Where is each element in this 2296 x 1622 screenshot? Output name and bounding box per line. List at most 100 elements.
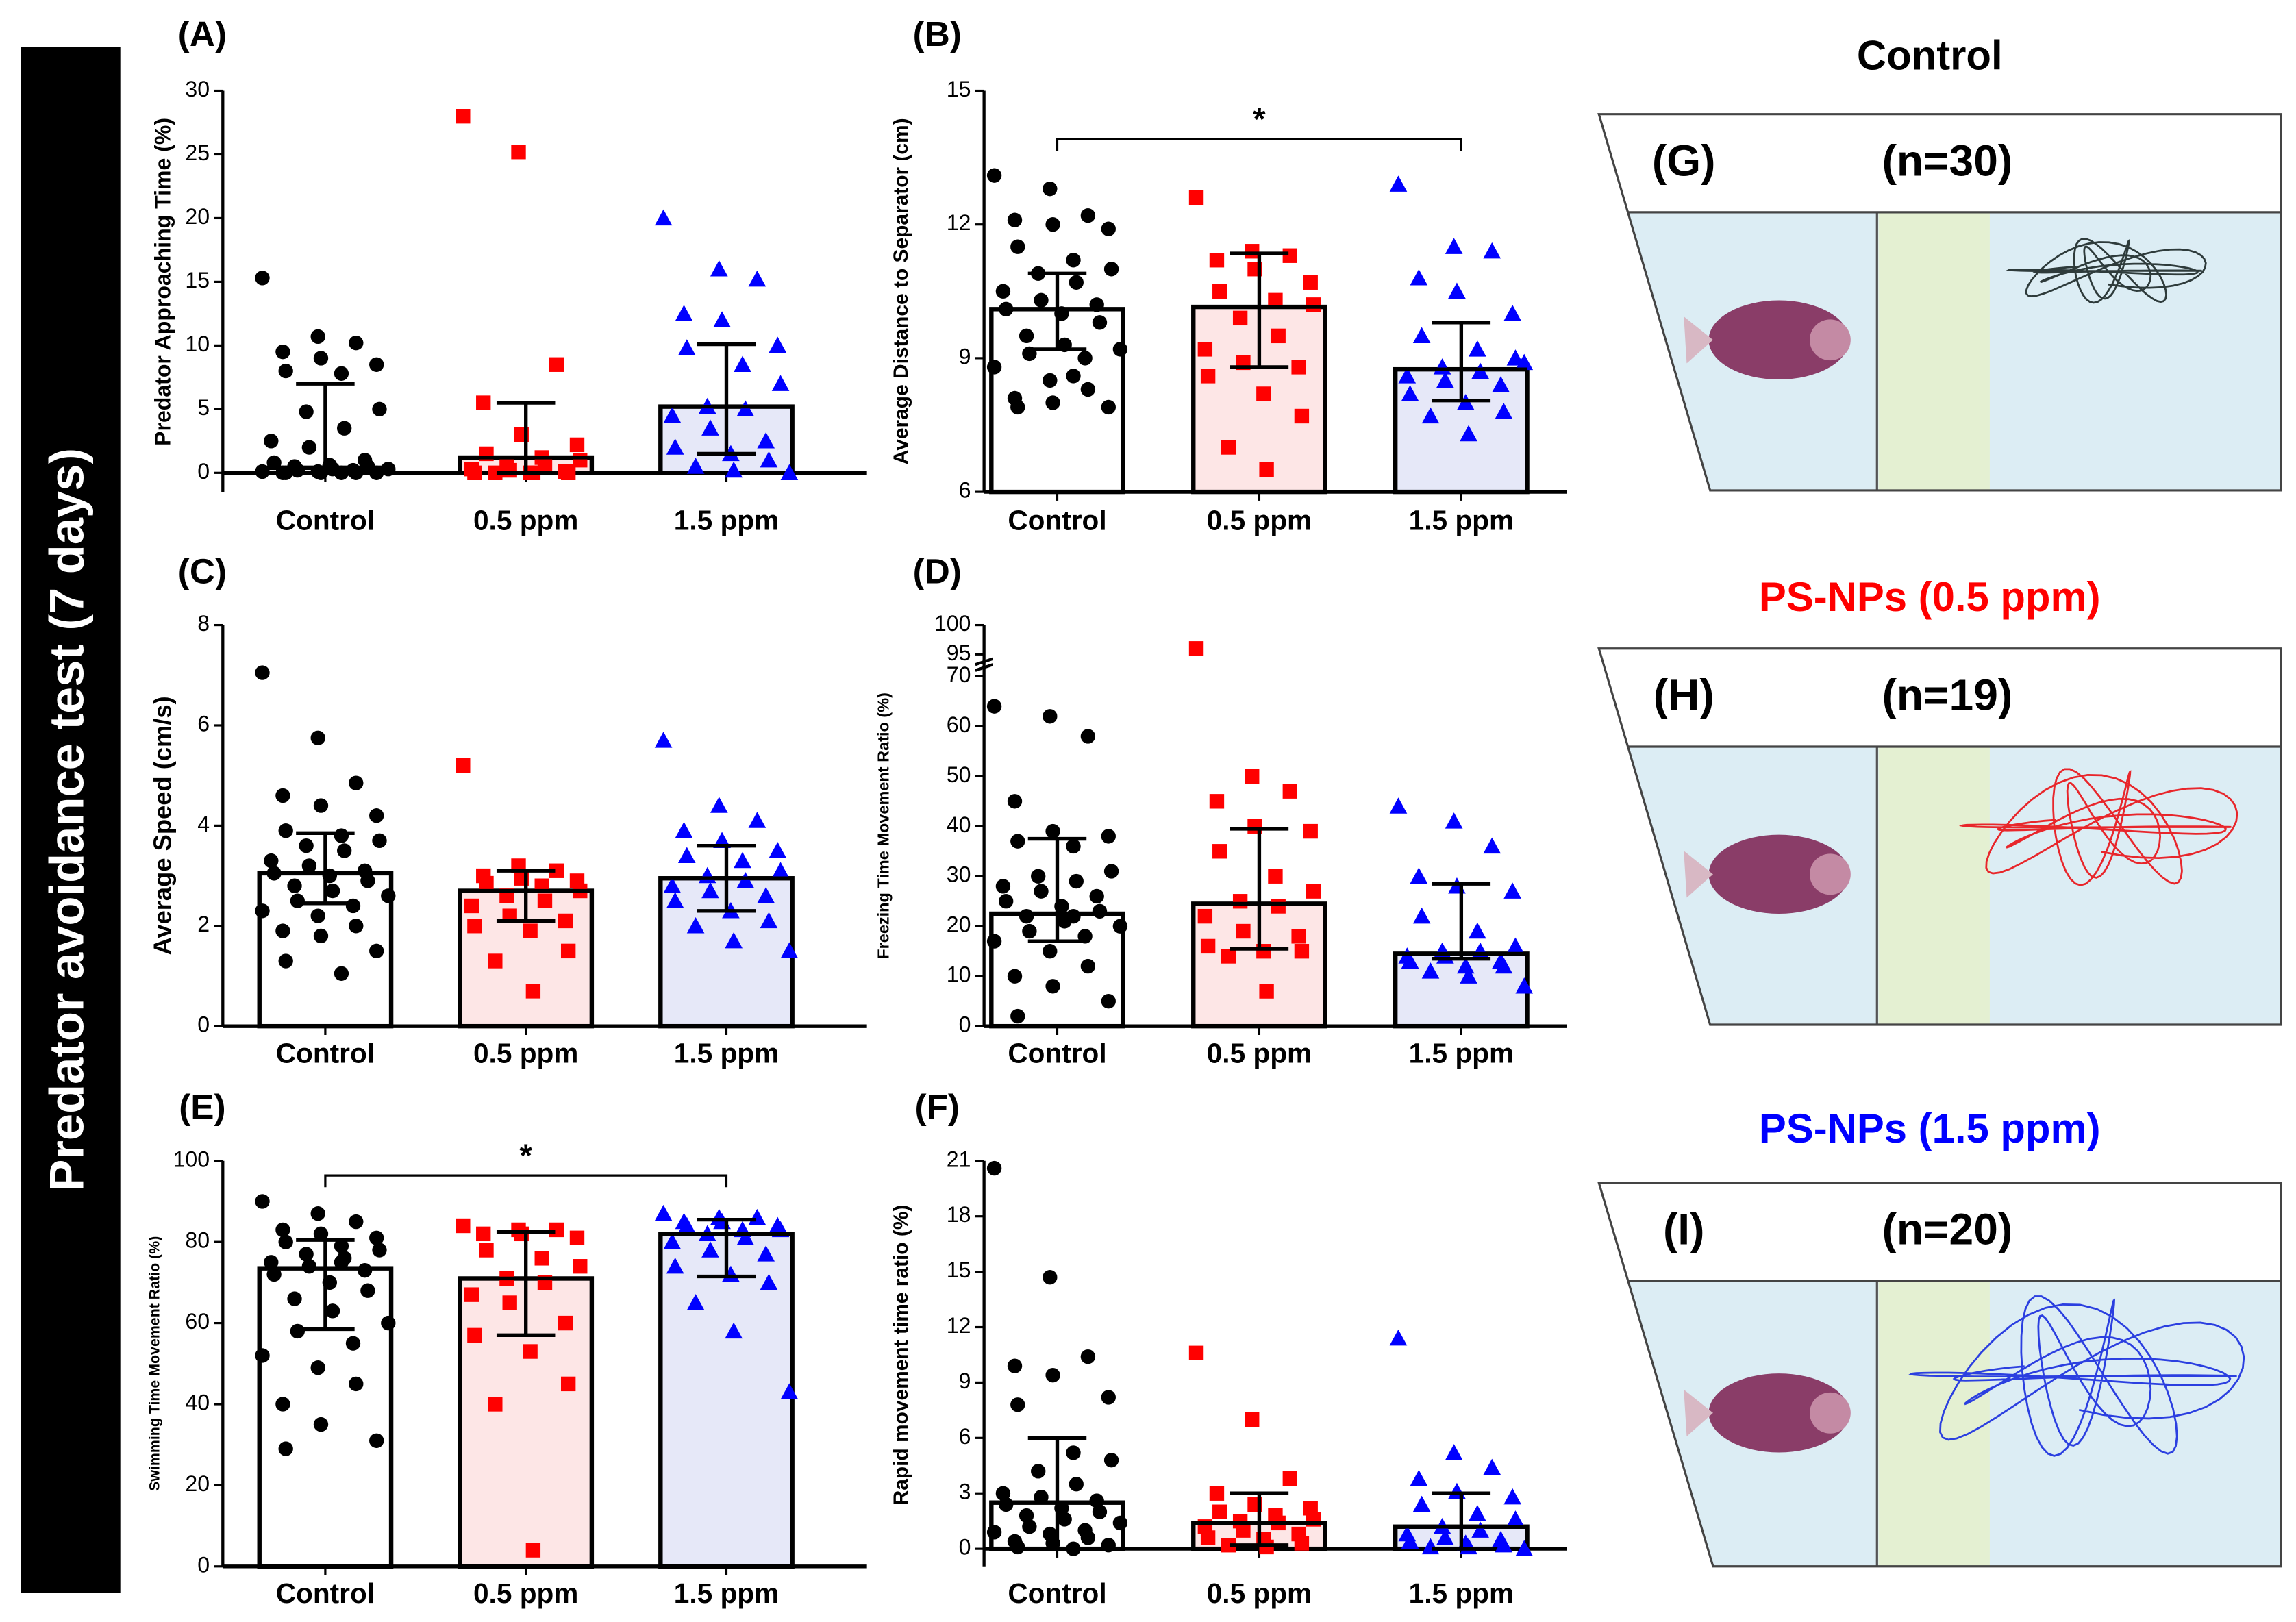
data-point: [1043, 944, 1058, 959]
data-point: [1503, 305, 1521, 321]
data-point: [1101, 993, 1116, 1009]
data-point: [1212, 1504, 1227, 1519]
data-point: [1043, 181, 1058, 197]
data-point: [1212, 844, 1227, 859]
data-point: [456, 758, 471, 773]
y-tick-label: 95: [947, 640, 971, 665]
y-tick-label: 10: [185, 332, 210, 356]
y-axis-label: Swimming Time Movement Ratio (%): [147, 1236, 163, 1491]
data-point: [275, 344, 290, 360]
data-point: [523, 923, 538, 938]
data-point: [275, 923, 290, 938]
data-point: [534, 1251, 549, 1266]
data-point: [349, 335, 364, 351]
x-tick-label: 1.5 ppm: [1409, 1038, 1514, 1069]
y-axis-label: Predator Approaching Time (%): [150, 118, 175, 446]
data-point: [1445, 1444, 1463, 1460]
data-point: [734, 355, 751, 372]
data-point: [1080, 1530, 1096, 1545]
data-point: [1045, 823, 1060, 839]
data-point: [1236, 1523, 1251, 1538]
data-point: [1282, 784, 1297, 799]
data-point: [301, 858, 317, 873]
x-tick-label: Control: [1008, 505, 1106, 536]
data-point: [1401, 952, 1419, 969]
y-axis-label: Freezing Time Movement Ratio (%): [875, 693, 893, 959]
data-point: [1483, 1458, 1501, 1475]
data-point: [725, 1322, 743, 1339]
data-point: [1200, 369, 1216, 384]
y-tick-label: 12: [947, 1313, 971, 1338]
data-point: [1492, 376, 1510, 392]
data-point: [1209, 794, 1225, 809]
y-axis-label: Average Speed (cm/s): [148, 696, 176, 955]
data-point: [313, 1417, 329, 1432]
data-point: [1007, 969, 1023, 984]
significance-bracket: [1056, 138, 1462, 151]
error-bar: [1193, 827, 1325, 951]
data-point: [713, 311, 731, 327]
data-point: [264, 1255, 279, 1270]
data-point: [1010, 399, 1025, 415]
y-tick-label: 6: [959, 1424, 971, 1449]
error-bar: [460, 869, 592, 923]
data-point: [299, 404, 314, 419]
error-bar: [259, 1238, 392, 1332]
data-point: [1197, 342, 1213, 357]
error-bar: [991, 271, 1123, 351]
data-point: [1401, 385, 1419, 401]
data-point: [757, 1245, 775, 1262]
data-point: [372, 833, 387, 849]
data-point: [760, 451, 778, 468]
data-point: [1445, 812, 1463, 829]
diagram-title: PS-NPs (0.5 ppm): [1759, 574, 2101, 620]
y-tick-label: 0: [197, 1012, 210, 1037]
y-tick-label: 5: [197, 395, 210, 420]
data-point: [479, 875, 494, 891]
data-point: [464, 898, 479, 914]
data-point: [476, 395, 491, 410]
data-point: [357, 1262, 373, 1278]
sample-size: (n=30): [1882, 136, 2013, 185]
significance-label: *: [520, 1137, 533, 1173]
data-point: [255, 665, 270, 680]
data-point: [1043, 373, 1058, 388]
data-point: [1066, 1445, 1081, 1460]
sample-size: (n=20): [1882, 1204, 2013, 1253]
data-point: [771, 862, 790, 878]
error-bar: [1395, 1491, 1527, 1551]
fish: [1708, 834, 1849, 914]
data-point: [467, 919, 482, 934]
panel-label: (F): [915, 1088, 960, 1127]
data-point: [1043, 709, 1058, 724]
data-point: [349, 775, 364, 790]
data-point: [278, 363, 293, 379]
data-point: [1010, 834, 1025, 849]
y-tick-label: 15: [947, 77, 971, 101]
data-point: [1259, 1539, 1274, 1555]
error-bar: [660, 843, 793, 913]
data-point: [1259, 462, 1274, 477]
data-point: [999, 894, 1014, 909]
data-point: [255, 271, 270, 286]
data-point: [502, 462, 517, 478]
data-point: [488, 953, 503, 969]
data-point: [1019, 908, 1034, 924]
data-point: [1103, 864, 1119, 879]
y-tick-label: 20: [947, 912, 971, 937]
data-point: [757, 432, 775, 449]
y-tick-label: 0: [959, 1535, 971, 1560]
data-point: [1515, 977, 1534, 994]
data-point: [1022, 1519, 1037, 1534]
x-tick-label: 1.5 ppm: [1409, 505, 1514, 536]
data-point: [255, 1348, 270, 1363]
y-tick-label: 4: [197, 812, 210, 836]
data-point: [1112, 342, 1128, 357]
data-point: [1303, 275, 1318, 290]
data-point: [1506, 349, 1525, 366]
tank-outline: [1597, 113, 2282, 492]
data-point: [1200, 938, 1216, 954]
diagram-label: (G): [1652, 136, 1716, 185]
error-bar: [1193, 1491, 1325, 1547]
